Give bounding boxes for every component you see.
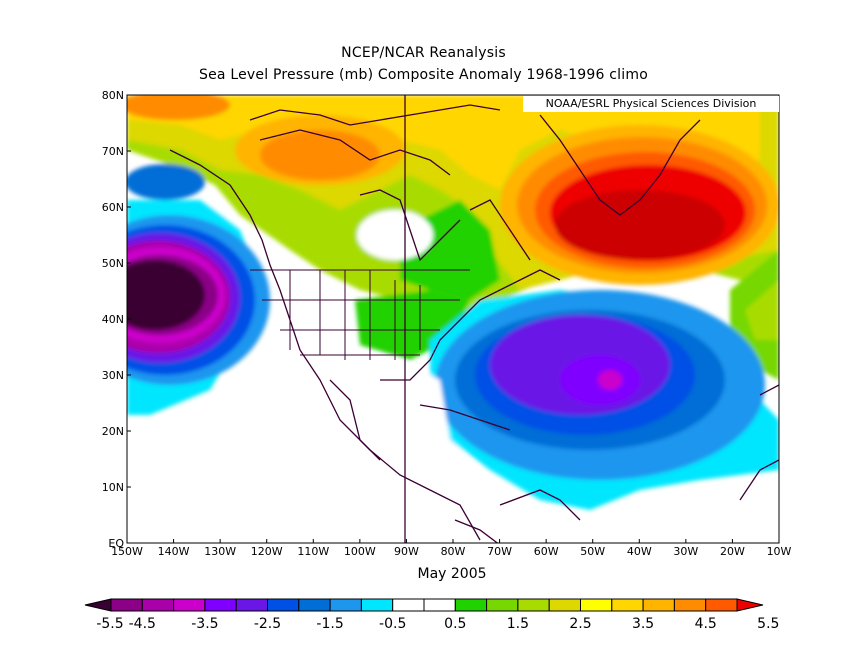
lon-tick-label: 30W xyxy=(673,545,698,558)
colorbar-box xyxy=(705,598,738,612)
colorbar-box xyxy=(329,598,362,612)
credit-label: NOAA/ESRL Physical Sciences Division xyxy=(523,96,779,112)
chart-title: NCEP/NCAR Reanalysis xyxy=(341,45,506,61)
pacific-low xyxy=(127,260,205,330)
colorbar-box xyxy=(141,598,175,612)
lon-tick-label: 10W xyxy=(767,545,792,558)
lon-ticks: 150W 140W 130W 120W 110W 100W 90W 80W 70W 60W 50W 4… xyxy=(111,539,792,558)
colorbar-box xyxy=(423,598,456,612)
colorbar-box xyxy=(204,598,237,612)
colorbar-label: 3.5 xyxy=(632,616,654,632)
colorbar-box xyxy=(267,598,300,612)
neutral-zone xyxy=(280,350,480,540)
positive-band xyxy=(745,280,779,340)
lon-tick-label: 100W xyxy=(344,545,376,558)
colorbar-box xyxy=(517,598,550,612)
neutral-zone xyxy=(357,210,433,260)
lon-tick-label: 20W xyxy=(720,545,745,558)
colorbar-box xyxy=(486,598,519,612)
colorbar-box xyxy=(454,598,488,612)
colorbar-label: 4.5 xyxy=(695,616,717,632)
lon-tick-label: 60W xyxy=(534,545,559,558)
lon-tick-label: 120W xyxy=(251,545,283,558)
lat-ticks: EQ 10N 20N 30N 40N 50N 60N 70N 80N xyxy=(102,89,131,550)
colorbar-box xyxy=(110,598,143,612)
lon-tick-label: 70W xyxy=(487,545,512,558)
anomaly-field xyxy=(127,95,779,540)
lon-tick-label: 40W xyxy=(627,545,652,558)
lat-tick-label: 40N xyxy=(102,313,124,326)
arctic-high xyxy=(127,95,230,120)
lon-tick-label: 50W xyxy=(580,545,605,558)
colorbar-label: 0.5 xyxy=(444,616,466,632)
arctic-high xyxy=(260,130,380,180)
colorbar-label: -3.5 xyxy=(191,616,218,632)
lon-tick-label: 150W xyxy=(111,545,143,558)
colorbar-label: -2.5 xyxy=(254,616,281,632)
colorbar-box xyxy=(173,598,206,612)
colorbar-boxes xyxy=(84,598,764,612)
colorbar-box xyxy=(235,598,268,612)
colorbar-low-arrow xyxy=(84,598,112,612)
colorbar-box xyxy=(298,598,331,612)
colorbar-label: -5.5 xyxy=(96,616,123,632)
lat-tick-label: 50N xyxy=(102,257,124,270)
colorbar-box xyxy=(392,598,425,612)
colorbar-box xyxy=(642,598,675,612)
chart-subtitle: Sea Level Pressure (mb) Composite Anomal… xyxy=(199,67,648,83)
colorbar-label: -0.5 xyxy=(379,616,406,632)
lat-tick-label: 30N xyxy=(102,369,124,382)
colorbar-labels: -5.5 -4.5 -3.5 -2.5 -1.5 -0.5 0.5 1.5 2.5 3.5 4.5 5… xyxy=(96,616,779,632)
colorbar-box xyxy=(548,598,582,612)
lon-tick-label: 90W xyxy=(394,545,419,558)
lon-tick-label: 130W xyxy=(204,545,236,558)
colorbar-box xyxy=(360,598,394,612)
lat-tick-label: 80N xyxy=(102,89,124,102)
colorbar-label: -1.5 xyxy=(316,616,343,632)
lat-tick-label: 70N xyxy=(102,145,124,158)
lon-tick-label: 80W xyxy=(441,545,466,558)
colorbar-label: 5.5 xyxy=(757,616,779,632)
lat-tick-label: 10N xyxy=(102,481,124,494)
date-label: May 2005 xyxy=(417,566,487,582)
colorbar-label: 2.5 xyxy=(569,616,591,632)
atlantic-low xyxy=(598,370,622,390)
greenland-high xyxy=(555,190,725,260)
lon-tick-label: 140W xyxy=(158,545,190,558)
coastlines xyxy=(169,104,779,543)
colorbar-box xyxy=(611,598,644,612)
colorbar-box xyxy=(580,598,613,612)
colorbar-high-arrow xyxy=(736,598,764,612)
lat-tick-label: 60N xyxy=(102,201,124,214)
state-borders xyxy=(250,269,470,360)
pacific-low xyxy=(127,164,205,200)
lon-tick-label: 110W xyxy=(297,545,329,558)
lat-tick-label: 20N xyxy=(102,425,124,438)
colorbar-label: -4.5 xyxy=(129,616,156,632)
colorbar-label: 1.5 xyxy=(507,616,529,632)
colorbar-box xyxy=(673,598,707,612)
lat-tick-label: EQ xyxy=(108,537,124,550)
